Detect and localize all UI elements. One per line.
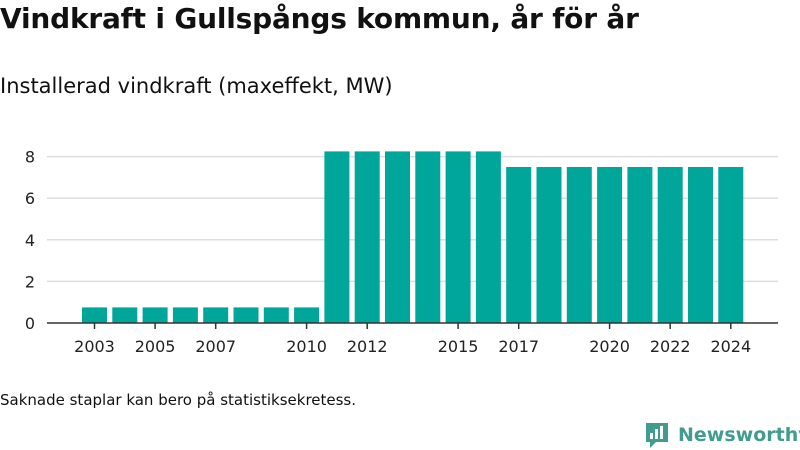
bar bbox=[566, 167, 592, 323]
bar bbox=[385, 151, 410, 323]
x-tick-label: 2022 bbox=[650, 337, 691, 356]
bar bbox=[112, 307, 138, 323]
x-tick-label: 2007 bbox=[195, 337, 236, 356]
brand-logo[interactable]: Newsworthy bbox=[644, 420, 800, 450]
bar bbox=[142, 307, 168, 323]
bar bbox=[718, 167, 744, 323]
bar bbox=[82, 307, 107, 323]
bar bbox=[203, 307, 229, 323]
bar bbox=[415, 151, 441, 323]
chart-title: Vindkraft i Gullspångs kommun, år för år bbox=[0, 2, 639, 35]
x-tick-label: 2003 bbox=[74, 337, 115, 356]
y-tick-label: 2 bbox=[25, 272, 35, 291]
bar bbox=[506, 167, 532, 323]
x-tick-label: 2017 bbox=[498, 337, 539, 356]
y-tick-label: 4 bbox=[25, 231, 35, 250]
bar bbox=[324, 151, 350, 323]
bar bbox=[627, 167, 653, 323]
y-tick-label: 8 bbox=[25, 148, 35, 167]
footnote: Saknade staplar kan bero på statistiksek… bbox=[0, 391, 357, 409]
bar bbox=[688, 167, 713, 323]
bar bbox=[445, 151, 471, 323]
x-tick-label: 2020 bbox=[589, 337, 630, 356]
x-tick-label: 2015 bbox=[438, 337, 479, 356]
bar bbox=[536, 167, 562, 323]
x-tick-label: 2010 bbox=[286, 337, 327, 356]
bar bbox=[597, 167, 623, 323]
brand-name: Newsworthy bbox=[678, 424, 800, 446]
y-tick-label: 0 bbox=[25, 314, 35, 333]
bar bbox=[172, 307, 198, 323]
bar bbox=[657, 167, 683, 323]
bar bbox=[475, 151, 501, 323]
x-tick-label: 2024 bbox=[710, 337, 751, 356]
y-tick-label: 6 bbox=[25, 189, 35, 208]
bar bbox=[294, 307, 320, 323]
bar bbox=[263, 307, 289, 323]
bar bbox=[233, 307, 259, 323]
x-tick-label: 2012 bbox=[347, 337, 388, 356]
chart-logo-icon bbox=[646, 423, 668, 448]
bar bbox=[354, 151, 380, 323]
x-tick-label: 2005 bbox=[135, 337, 176, 356]
chart-subtitle: Installerad vindkraft (maxeffekt, MW) bbox=[0, 74, 393, 98]
